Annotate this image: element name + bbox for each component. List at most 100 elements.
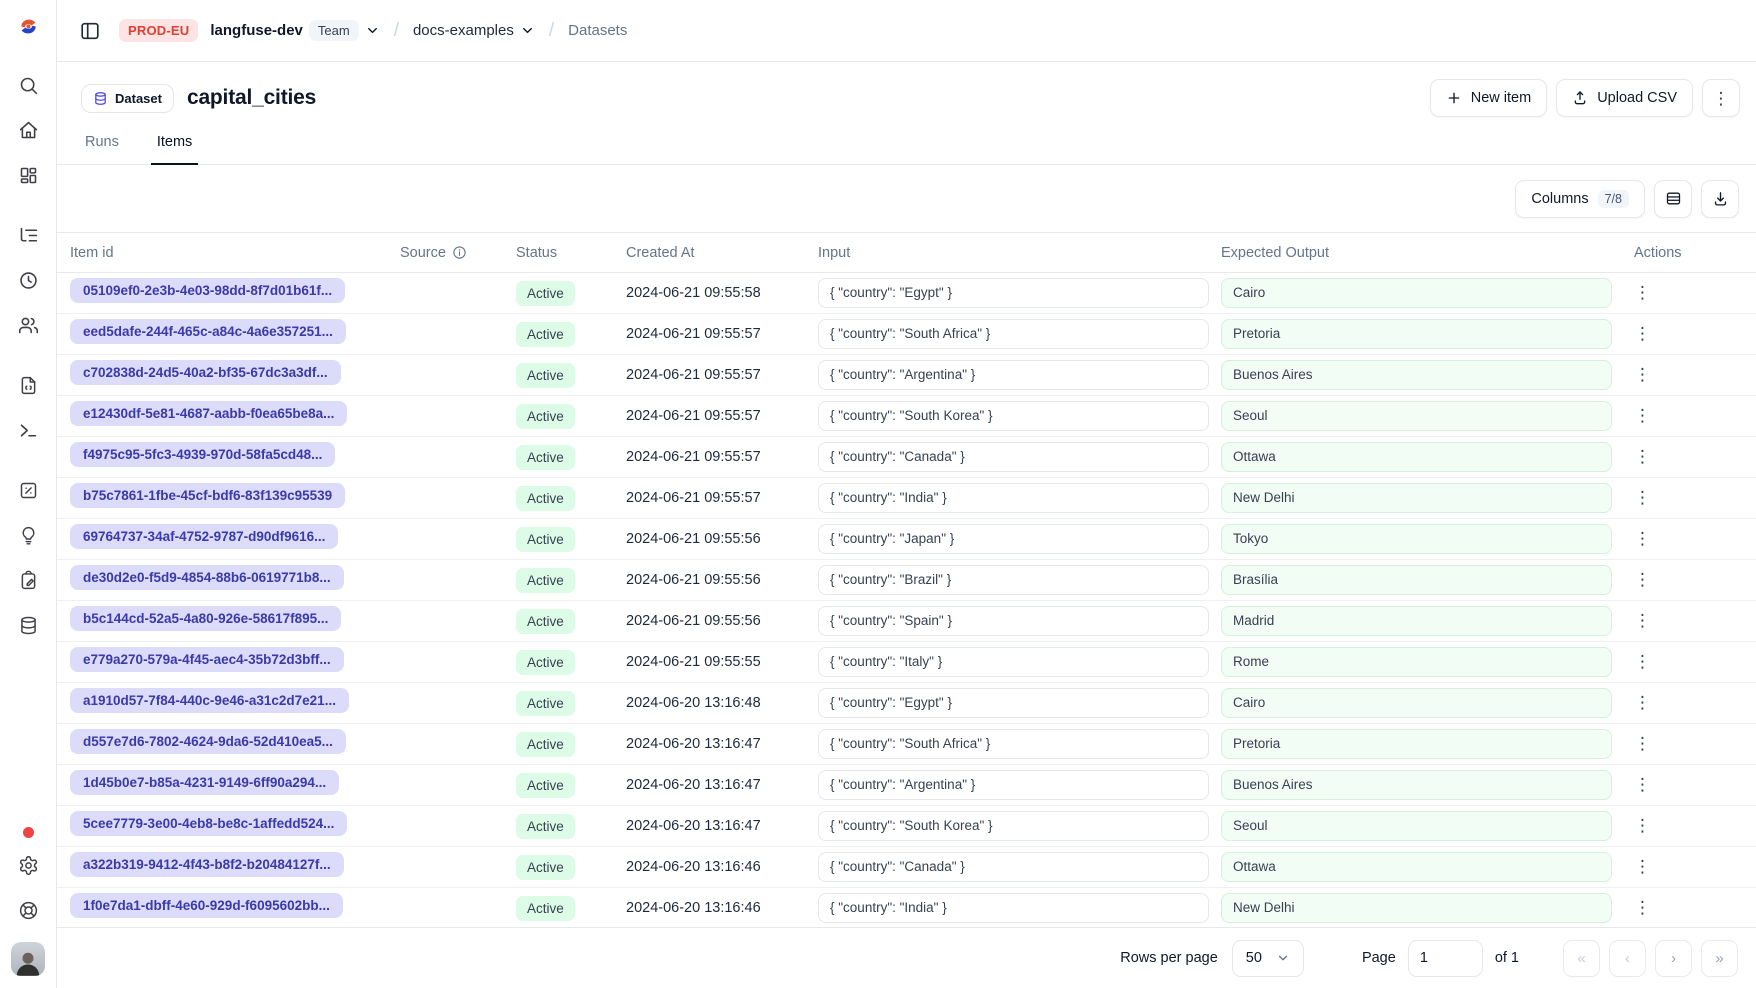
more-actions-button[interactable]: ⋮ [1702, 79, 1740, 117]
item-id-link[interactable]: f4975c95-5fc3-4939-970d-58fa5cd48... [70, 442, 335, 467]
org-switcher[interactable]: langfuse-dev Team [210, 20, 379, 41]
home-icon[interactable] [10, 112, 46, 148]
first-page-button[interactable]: « [1563, 940, 1600, 977]
expected-output-cell[interactable]: Seoul [1221, 811, 1612, 841]
row-actions-kebab-icon[interactable]: ⋮ [1634, 898, 1651, 917]
input-cell[interactable]: { "country": "Spain" } [818, 606, 1209, 636]
item-id-link[interactable]: e12430df-5e81-4687-aabb-f0ea65be8a... [70, 401, 347, 426]
input-cell[interactable]: { "country": "Argentina" } [818, 770, 1209, 800]
new-item-button[interactable]: New item [1430, 79, 1547, 117]
row-actions-kebab-icon[interactable]: ⋮ [1634, 529, 1651, 548]
row-actions-kebab-icon[interactable]: ⋮ [1634, 283, 1651, 302]
tab-runs[interactable]: Runs [79, 120, 125, 164]
input-cell[interactable]: { "country": "India" } [818, 893, 1209, 923]
expected-output-cell[interactable]: Cairo [1221, 278, 1612, 308]
row-actions-kebab-icon[interactable]: ⋮ [1634, 570, 1651, 589]
input-cell[interactable]: { "country": "Egypt" } [818, 688, 1209, 718]
row-actions-kebab-icon[interactable]: ⋮ [1634, 611, 1651, 630]
annotation-clipboard-icon[interactable] [10, 562, 46, 598]
next-page-button[interactable]: › [1655, 940, 1692, 977]
item-id-link[interactable]: 05109ef0-2e3b-4e03-98dd-8f7d01b61f... [70, 278, 345, 303]
last-page-button[interactable]: » [1701, 940, 1738, 977]
col-header-expected-output[interactable]: Expected Output [1221, 245, 1634, 261]
item-id-link[interactable]: de30d2e0-f5d9-4854-88b6-0619771b8... [70, 565, 344, 590]
user-avatar[interactable] [11, 942, 45, 976]
lightbulb-icon[interactable] [10, 517, 46, 553]
col-header-status[interactable]: Status [516, 245, 626, 261]
item-id-link[interactable]: d557e7d6-7802-4624-9da6-52d410ea5... [70, 729, 346, 754]
expected-output-cell[interactable]: Buenos Aires [1221, 770, 1612, 800]
expected-output-cell[interactable]: Brasília [1221, 565, 1612, 595]
sidebar-toggle-icon[interactable] [73, 14, 107, 48]
prompts-file-icon[interactable] [10, 367, 46, 403]
input-cell[interactable]: { "country": "Italy" } [818, 647, 1209, 677]
input-cell[interactable]: { "country": "Argentina" } [818, 360, 1209, 390]
expected-output-cell[interactable]: New Delhi [1221, 893, 1612, 923]
item-id-link[interactable]: b5c144cd-52a5-4a80-926e-58617f895... [70, 606, 341, 631]
search-icon[interactable] [10, 67, 46, 103]
col-header-item-id[interactable]: Item id [70, 245, 400, 261]
tracing-icon[interactable] [10, 217, 46, 253]
input-cell[interactable]: { "country": "Canada" } [818, 852, 1209, 882]
row-actions-kebab-icon[interactable]: ⋮ [1634, 857, 1651, 876]
row-actions-kebab-icon[interactable]: ⋮ [1634, 693, 1651, 712]
row-height-button[interactable] [1654, 180, 1692, 218]
tab-items[interactable]: Items [151, 120, 198, 164]
expected-output-cell[interactable]: Tokyo [1221, 524, 1612, 554]
row-actions-kebab-icon[interactable]: ⋮ [1634, 734, 1651, 753]
item-id-link[interactable]: 5cee7779-3e00-4eb8-be8c-1affedd524... [70, 811, 347, 836]
expected-output-cell[interactable]: Ottawa [1221, 442, 1612, 472]
expected-output-cell[interactable]: Cairo [1221, 688, 1612, 718]
row-actions-kebab-icon[interactable]: ⋮ [1634, 488, 1651, 507]
page-number-input[interactable] [1408, 940, 1483, 977]
col-header-input[interactable]: Input [818, 245, 1221, 261]
expected-output-cell[interactable]: Pretoria [1221, 729, 1612, 759]
row-actions-kebab-icon[interactable]: ⋮ [1634, 324, 1651, 343]
item-id-link[interactable]: b75c7861-1fbe-45cf-bdf6-83f139c95539 [70, 483, 345, 508]
expected-output-cell[interactable]: Seoul [1221, 401, 1612, 431]
row-actions-kebab-icon[interactable]: ⋮ [1634, 816, 1651, 835]
input-cell[interactable]: { "country": "Japan" } [818, 524, 1209, 554]
users-icon[interactable] [10, 307, 46, 343]
item-id-link[interactable]: 1f0e7da1-dbff-4e60-929d-f6095602bb... [70, 893, 343, 918]
row-actions-kebab-icon[interactable]: ⋮ [1634, 447, 1651, 466]
project-switcher[interactable]: docs-examples [413, 22, 535, 39]
breadcrumb-section[interactable]: Datasets [568, 22, 627, 39]
prev-page-button[interactable]: ‹ [1609, 940, 1646, 977]
input-cell[interactable]: { "country": "South Korea" } [818, 811, 1209, 841]
support-lifebuoy-icon[interactable] [10, 892, 46, 928]
rows-per-page-select[interactable]: 50 [1232, 940, 1304, 977]
datasets-database-icon[interactable] [10, 607, 46, 643]
expected-output-cell[interactable]: Madrid [1221, 606, 1612, 636]
input-cell[interactable]: { "country": "Canada" } [818, 442, 1209, 472]
expected-output-cell[interactable]: Ottawa [1221, 852, 1612, 882]
item-id-link[interactable]: c702838d-24d5-40a2-bf35-67dc3a3df... [70, 360, 341, 385]
settings-gear-icon[interactable] [10, 847, 46, 883]
item-id-link[interactable]: a322b319-9412-4f43-b8f2-b20484127f... [70, 852, 344, 877]
item-id-link[interactable]: eed5dafe-244f-465c-a84c-4a6e357251... [70, 319, 346, 344]
expected-output-cell[interactable]: Rome [1221, 647, 1612, 677]
item-id-link[interactable]: e779a270-579a-4f45-aec4-35b72d3bff... [70, 647, 344, 672]
col-header-source[interactable]: Source [400, 245, 516, 261]
input-cell[interactable]: { "country": "Egypt" } [818, 278, 1209, 308]
col-header-created-at[interactable]: Created At [626, 245, 818, 261]
item-id-link[interactable]: 1d45b0e7-b85a-4231-9149-6ff90a294... [70, 770, 339, 795]
input-cell[interactable]: { "country": "South Korea" } [818, 401, 1209, 431]
row-actions-kebab-icon[interactable]: ⋮ [1634, 365, 1651, 384]
input-cell[interactable]: { "country": "South Africa" } [818, 319, 1209, 349]
playground-terminal-icon[interactable] [10, 412, 46, 448]
evaluation-icon[interactable] [10, 472, 46, 508]
input-cell[interactable]: { "country": "Brazil" } [818, 565, 1209, 595]
input-cell[interactable]: { "country": "India" } [818, 483, 1209, 513]
item-id-link[interactable]: 69764737-34af-4752-9787-d90df9616... [70, 524, 338, 549]
row-actions-kebab-icon[interactable]: ⋮ [1634, 775, 1651, 794]
expected-output-cell[interactable]: Buenos Aires [1221, 360, 1612, 390]
row-actions-kebab-icon[interactable]: ⋮ [1634, 406, 1651, 425]
input-cell[interactable]: { "country": "South Africa" } [818, 729, 1209, 759]
columns-button[interactable]: Columns 7/8 [1515, 180, 1645, 218]
dashboard-icon[interactable] [10, 157, 46, 193]
expected-output-cell[interactable]: New Delhi [1221, 483, 1612, 513]
expected-output-cell[interactable]: Pretoria [1221, 319, 1612, 349]
upload-csv-button[interactable]: Upload CSV [1556, 79, 1693, 117]
row-actions-kebab-icon[interactable]: ⋮ [1634, 652, 1651, 671]
